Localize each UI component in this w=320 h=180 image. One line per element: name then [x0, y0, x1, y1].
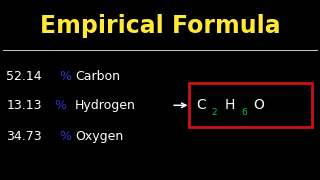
Text: Oxygen: Oxygen: [75, 130, 124, 143]
Text: 13.13: 13.13: [6, 99, 42, 112]
Text: %: %: [54, 99, 67, 112]
FancyBboxPatch shape: [189, 83, 312, 127]
Text: Empirical Formula: Empirical Formula: [40, 14, 280, 38]
Text: %: %: [59, 70, 71, 83]
Text: %: %: [59, 130, 71, 143]
Text: C: C: [196, 98, 205, 112]
Text: O: O: [253, 98, 264, 112]
Text: 6: 6: [242, 108, 247, 117]
Text: 34.73: 34.73: [6, 130, 42, 143]
Text: Carbon: Carbon: [75, 70, 120, 83]
Text: 52.14: 52.14: [6, 70, 42, 83]
Text: Hydrogen: Hydrogen: [75, 99, 136, 112]
Text: H: H: [225, 98, 235, 112]
Text: 2: 2: [212, 108, 218, 117]
